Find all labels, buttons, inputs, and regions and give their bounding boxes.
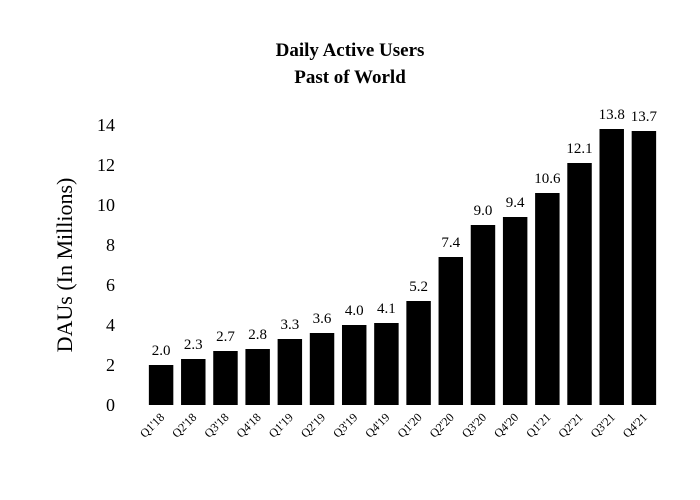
- data-label: 13.7: [631, 109, 658, 125]
- data-label: 7.4: [441, 235, 460, 251]
- data-label: 4.0: [345, 303, 364, 319]
- data-labels: 2.0 2.3 2.7 2.8 3.3 3.6 4.0 4.1 5.2 7.4 9.0 9.4 10.6…: [152, 107, 658, 359]
- bar: [406, 301, 431, 405]
- y-axis-ticks: 0 2 4 6 8 10 12 14: [97, 115, 115, 415]
- y-axis-label: DAUs (In Millions): [52, 178, 77, 353]
- data-label: 3.3: [280, 317, 299, 333]
- data-label: 4.1: [377, 301, 396, 317]
- data-label: 3.6: [313, 311, 332, 327]
- data-label: 13.8: [599, 107, 625, 123]
- x-tick-label: Q4'21: [620, 410, 650, 440]
- bar: [502, 217, 528, 405]
- bar: [245, 349, 270, 405]
- x-tick-label: Q2'19: [298, 410, 328, 440]
- bar: [470, 225, 496, 405]
- x-tick-label: Q3'19: [330, 410, 360, 440]
- bar: [535, 193, 560, 405]
- bar: [213, 351, 238, 405]
- bar: [567, 163, 592, 405]
- x-tick-label: Q1'19: [266, 410, 296, 440]
- y-tick-label: 10: [97, 195, 115, 215]
- bar: [599, 129, 624, 405]
- chart-subtitle: Past of World: [294, 67, 406, 88]
- bar: [341, 325, 367, 405]
- bar: [374, 323, 399, 405]
- y-tick-label: 8: [106, 235, 115, 255]
- x-tick-label: Q3'18: [201, 410, 231, 440]
- bar: [277, 339, 303, 405]
- x-tick-label: Q4'20: [491, 410, 521, 440]
- data-label: 10.6: [534, 171, 561, 187]
- y-tick-label: 0: [106, 395, 115, 415]
- x-axis-ticks: Q1'18 Q2'18 Q3'18 Q4'18 Q1'19 Q2'19 Q3'19 Q4'19…: [137, 410, 650, 440]
- bar: [148, 365, 174, 405]
- x-tick-label: Q4'19: [362, 410, 392, 440]
- x-tick-label: Q4'18: [233, 410, 263, 440]
- bar: [309, 333, 335, 405]
- y-tick-label: 14: [97, 115, 115, 135]
- x-tick-label: Q2'20: [427, 410, 457, 440]
- x-tick-label: Q1'21: [523, 410, 553, 440]
- data-label: 5.2: [409, 279, 428, 295]
- y-tick-label: 12: [97, 155, 115, 175]
- data-label: 9.4: [506, 195, 525, 211]
- data-label: 2.7: [216, 329, 235, 345]
- y-tick-label: 4: [106, 315, 115, 335]
- x-tick-label: Q3'21: [588, 410, 618, 440]
- x-tick-label: Q3'20: [459, 410, 489, 440]
- x-tick-label: Q2'18: [169, 410, 199, 440]
- x-tick-label: Q1'18: [137, 410, 167, 440]
- y-tick-label: 2: [106, 355, 115, 375]
- bar: [438, 257, 464, 405]
- data-label: 12.1: [566, 141, 592, 157]
- data-label: 2.0: [152, 343, 171, 359]
- x-tick-label: Q2'21: [555, 410, 585, 440]
- y-tick-label: 6: [106, 275, 115, 295]
- bar: [631, 131, 657, 405]
- data-label: 2.8: [248, 327, 267, 343]
- x-tick-label: Q1'20: [394, 410, 424, 440]
- bars: [148, 129, 657, 405]
- data-label: 2.3: [184, 337, 203, 353]
- data-label: 9.0: [474, 203, 493, 219]
- chart-title: Daily Active Users: [276, 40, 425, 61]
- bar: [181, 359, 206, 405]
